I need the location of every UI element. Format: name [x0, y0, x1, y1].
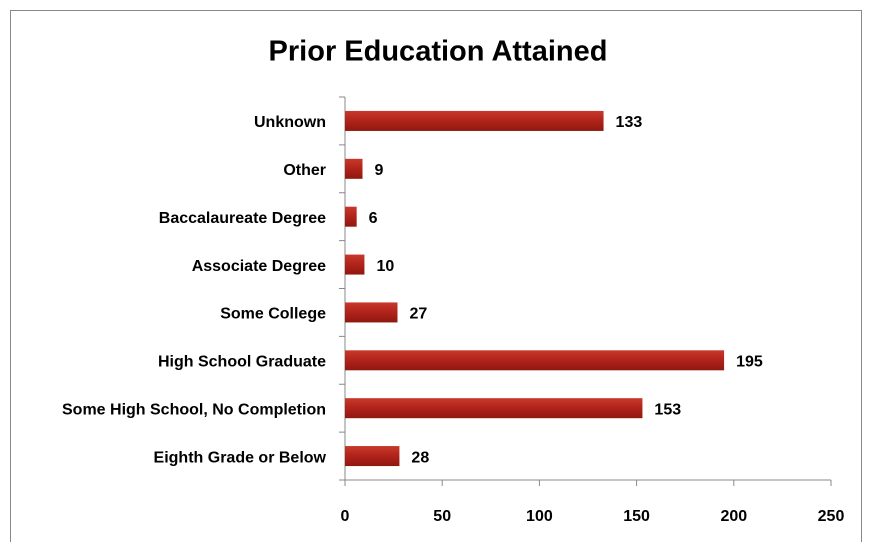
bar	[345, 206, 357, 227]
y-tick-label: Some College	[220, 306, 326, 323]
y-tick-label: Other	[283, 162, 326, 179]
x-tick-label: 200	[720, 508, 747, 525]
bar	[345, 302, 398, 323]
y-tick-label: Associate Degree	[192, 258, 326, 275]
y-tick-label: Unknown	[254, 114, 326, 131]
x-tick-label: 50	[433, 508, 451, 525]
value-label: 10	[376, 258, 394, 275]
bar	[345, 254, 365, 275]
value-label: 6	[369, 210, 378, 227]
chart-frame	[10, 10, 862, 542]
value-label: 28	[411, 449, 429, 466]
bar	[345, 350, 725, 371]
value-label: 195	[736, 354, 763, 371]
y-tick-label: Eighth Grade or Below	[154, 449, 327, 466]
value-label: 9	[374, 162, 383, 179]
y-tick-label: Baccalaureate Degree	[159, 210, 326, 227]
x-tick-label: 250	[818, 508, 845, 525]
bar	[345, 110, 604, 131]
bar	[345, 446, 400, 467]
bar	[345, 398, 643, 419]
chart-title: Prior Education Attained	[269, 36, 608, 68]
x-tick-label: 100	[526, 508, 553, 525]
value-label: 153	[654, 401, 681, 418]
x-tick-label: 0	[341, 508, 350, 525]
value-label: 133	[616, 114, 643, 131]
y-tick-label: Some High School, No Completion	[62, 401, 326, 418]
y-tick-label: High School Graduate	[158, 354, 326, 371]
value-label: 27	[409, 306, 427, 323]
x-tick-label: 150	[623, 508, 650, 525]
bar	[345, 158, 363, 179]
